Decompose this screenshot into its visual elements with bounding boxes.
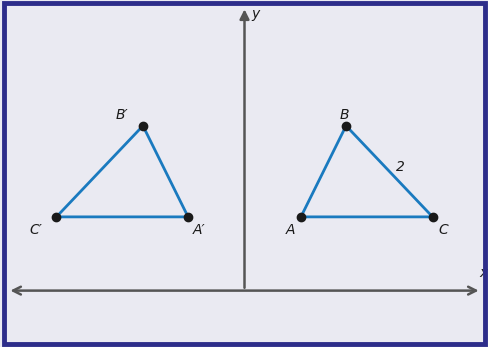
- Text: A′: A′: [193, 223, 205, 237]
- Text: C: C: [437, 223, 447, 237]
- Text: C′: C′: [29, 223, 42, 237]
- Text: B′: B′: [116, 108, 128, 122]
- Text: y: y: [251, 7, 259, 20]
- Text: A: A: [285, 223, 295, 237]
- Text: B: B: [339, 108, 348, 122]
- Text: 2: 2: [395, 160, 404, 174]
- Text: x: x: [478, 266, 487, 280]
